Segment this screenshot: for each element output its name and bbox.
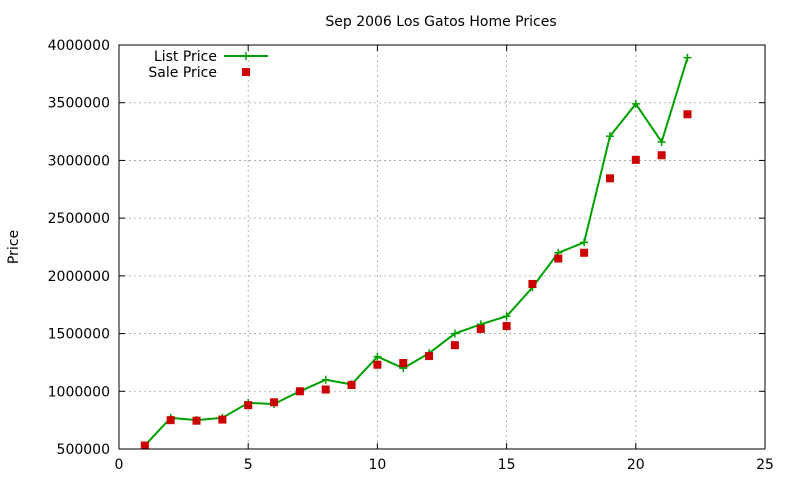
- data-point: [502, 312, 511, 321]
- data-point: [528, 279, 537, 288]
- legend-swatch-marker: [242, 52, 250, 60]
- plot-frame: [118, 44, 766, 450]
- x-tick-label: 25: [756, 457, 774, 473]
- chart-title: Sep 2006 Los Gatos Home Prices: [325, 14, 556, 30]
- grid: [119, 45, 765, 449]
- series-1: [140, 53, 692, 450]
- series-2: [140, 110, 692, 450]
- x-tick-label: 0: [115, 457, 124, 473]
- data-point: [450, 329, 459, 338]
- data-point: [218, 415, 227, 424]
- data-point: [450, 341, 459, 350]
- y-tick-label: 2000000: [48, 269, 110, 285]
- y-tick-label: 500000: [57, 442, 110, 458]
- data-point: [631, 155, 640, 164]
- legend-label: List Price: [154, 49, 217, 65]
- data-point: [347, 380, 356, 389]
- data-point: [425, 352, 434, 361]
- series-line: [144, 57, 689, 447]
- data-point: [657, 151, 666, 160]
- axis-ticks: 0 5 10 15 20 25 500000 1000000 1500000 2000000 250…: [48, 38, 774, 473]
- data-point: [244, 401, 253, 410]
- data-point: [631, 99, 640, 108]
- legend-label: Sale Price: [148, 65, 217, 81]
- x-tick-label: 10: [368, 457, 386, 473]
- data-point: [166, 416, 175, 425]
- legend-swatch-marker: [242, 68, 250, 76]
- data-point: [192, 416, 201, 425]
- data-point: [683, 110, 692, 119]
- y-tick-label: 1500000: [48, 327, 110, 343]
- data-series: [140, 53, 692, 450]
- y-tick-label: 3000000: [48, 153, 110, 169]
- data-point: [295, 387, 304, 396]
- data-point: [270, 398, 279, 407]
- y-axis-label: Price: [6, 230, 22, 264]
- x-tick-label: 15: [498, 457, 516, 473]
- data-point: [321, 385, 330, 394]
- data-point: [373, 360, 382, 369]
- y-tick-label: 1000000: [48, 384, 110, 400]
- data-point: [605, 132, 614, 141]
- data-point: [580, 238, 589, 247]
- data-point: [605, 174, 614, 183]
- data-point: [476, 324, 485, 333]
- data-point: [140, 441, 149, 450]
- y-tick-label: 2500000: [48, 211, 110, 227]
- data-point: [373, 352, 382, 361]
- data-point: [580, 248, 589, 257]
- data-point: [502, 322, 511, 331]
- data-point: [399, 359, 408, 368]
- x-tick-label: 20: [627, 457, 645, 473]
- y-tick-label: 4000000: [48, 38, 110, 54]
- x-tick-label: 5: [244, 457, 253, 473]
- data-point: [554, 254, 563, 263]
- data-point: [683, 53, 692, 62]
- y-tick-label: 3500000: [48, 96, 110, 112]
- data-point: [321, 375, 330, 384]
- data-point: [657, 137, 666, 146]
